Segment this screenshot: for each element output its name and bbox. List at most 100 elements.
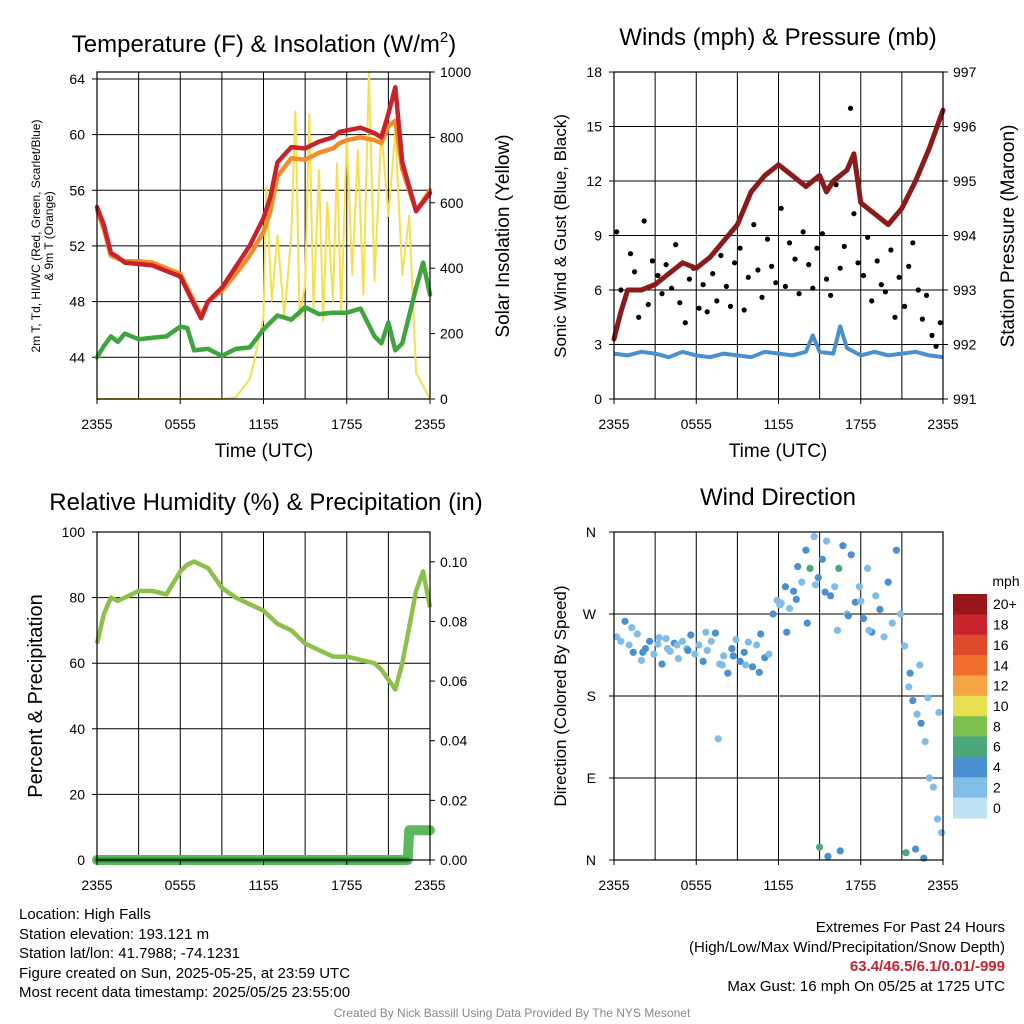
- created-text: Figure created on Sun, 2025-05-25, at 23…: [19, 964, 351, 982]
- direction-point: [729, 652, 737, 660]
- x-tick-label: 1155: [248, 877, 278, 893]
- x-tick-label: 1755: [331, 877, 362, 893]
- x-tick-label: 1155: [763, 416, 793, 432]
- y2-tick-label: 400: [440, 260, 464, 276]
- x-axis-label: Time (UTC): [215, 441, 314, 462]
- x-tick-label: 2355: [414, 416, 445, 432]
- y2-tick-label: 0: [440, 391, 448, 407]
- latlon-text: Station lat/lon: 41.7988; -74.1231: [19, 945, 241, 962]
- y-tick-label: 100: [62, 524, 86, 540]
- direction-point: [699, 657, 707, 666]
- gust-point: [741, 307, 747, 313]
- gust-point: [923, 292, 930, 298]
- gust-point: [882, 289, 889, 295]
- direction-point: [920, 854, 928, 862]
- direction-point: [909, 697, 917, 705]
- gust-point: [915, 287, 921, 293]
- gust-point: [700, 282, 706, 288]
- direction-point: [687, 631, 695, 639]
- y2-tick-label: 1000: [440, 64, 471, 80]
- direction-point: [814, 574, 822, 582]
- location-text: Location: High Falls: [19, 906, 151, 923]
- gust-point: [823, 276, 830, 282]
- gust-point: [627, 251, 634, 257]
- direction-point: [935, 708, 943, 717]
- direction-point: [650, 650, 658, 658]
- x-tick-label: 1755: [845, 877, 876, 893]
- x-tick-label: 0555: [165, 877, 196, 893]
- elevation-text: Station elevation: 193.121 m: [19, 925, 210, 943]
- y2-tick-label: 0.08: [440, 613, 467, 629]
- direction-point: [695, 641, 703, 649]
- direction-point: [851, 598, 859, 606]
- extremes-title: Extremes For Past 24 Hours: [815, 919, 1005, 936]
- title-superscript: 2: [440, 29, 448, 46]
- gust-point: [745, 274, 751, 280]
- x-tick-label: 2355: [598, 877, 629, 893]
- direction-point: [707, 637, 715, 645]
- direction-point: [906, 669, 914, 677]
- gust-point: [851, 211, 857, 217]
- legend-swatch: [953, 614, 987, 636]
- gust-point: [663, 262, 669, 268]
- direction-point: [662, 635, 670, 643]
- legend-label: 0: [993, 800, 1001, 816]
- y2-tick-label: 0.04: [440, 733, 467, 749]
- x-tick-label: 2355: [927, 416, 958, 432]
- direction-point: [902, 849, 910, 857]
- gust-point: [792, 256, 798, 262]
- gust-point: [800, 229, 806, 235]
- direction-point: [876, 605, 884, 614]
- series-line-relative-humidity: [94, 559, 433, 692]
- gust-point: [773, 280, 779, 286]
- y-tick-label: N: [586, 524, 596, 540]
- gust-point: [751, 222, 757, 228]
- legend-swatch: [953, 777, 987, 799]
- legend-label: 8: [993, 718, 1001, 734]
- y-axis-label: Direction (Colored By Speed): [551, 585, 570, 806]
- gust-point: [737, 245, 743, 251]
- gust-point: [855, 260, 861, 266]
- gust-point: [655, 272, 661, 279]
- gust-point: [888, 247, 894, 253]
- direction-point: [929, 783, 938, 791]
- direction-point: [811, 581, 820, 589]
- legend-label: 12: [993, 678, 1009, 694]
- legend-swatch: [953, 675, 987, 697]
- station-info: Location: High Falls Station elevation: …: [19, 905, 350, 1003]
- legend-label: 18: [993, 617, 1009, 633]
- gust-point: [929, 332, 935, 338]
- direction-point: [827, 592, 835, 600]
- gust-point: [718, 252, 724, 259]
- gust-point: [874, 258, 880, 264]
- gust-point: [786, 240, 793, 246]
- legend-swatch: [953, 634, 987, 656]
- direction-point: [798, 578, 806, 586]
- direction-point: [621, 617, 629, 625]
- direction-point: [821, 588, 829, 596]
- y-tick-label: S: [587, 688, 596, 704]
- direction-point: [742, 661, 750, 669]
- direction-point: [755, 668, 763, 676]
- x-tick-label: 2355: [81, 877, 112, 893]
- gust-point: [860, 272, 867, 279]
- legend-swatch: [953, 695, 987, 717]
- direction-point: [835, 564, 843, 573]
- y-tick-label: 12: [586, 173, 602, 189]
- gust-point: [806, 262, 812, 268]
- gust-point: [669, 285, 675, 291]
- winds-pressure-panel: 0 3 6 9 12 15 18 991 992 993 994 995 996 997 2355 0555 1…: [551, 24, 1019, 462]
- gust-point: [869, 298, 875, 304]
- y-tick-label: 6: [594, 282, 602, 298]
- gust-point: [837, 265, 843, 271]
- y-tick-label: W: [583, 606, 597, 622]
- y-axis-label-2: & 9m T (Orange): [42, 191, 56, 281]
- direction-point: [864, 564, 872, 573]
- direction-point: [613, 633, 621, 641]
- gust-point: [686, 276, 693, 282]
- legend-swatch: [953, 594, 987, 615]
- x-tick-label: 1755: [331, 416, 362, 432]
- gust-point: [819, 231, 826, 237]
- gust-point: [645, 301, 651, 308]
